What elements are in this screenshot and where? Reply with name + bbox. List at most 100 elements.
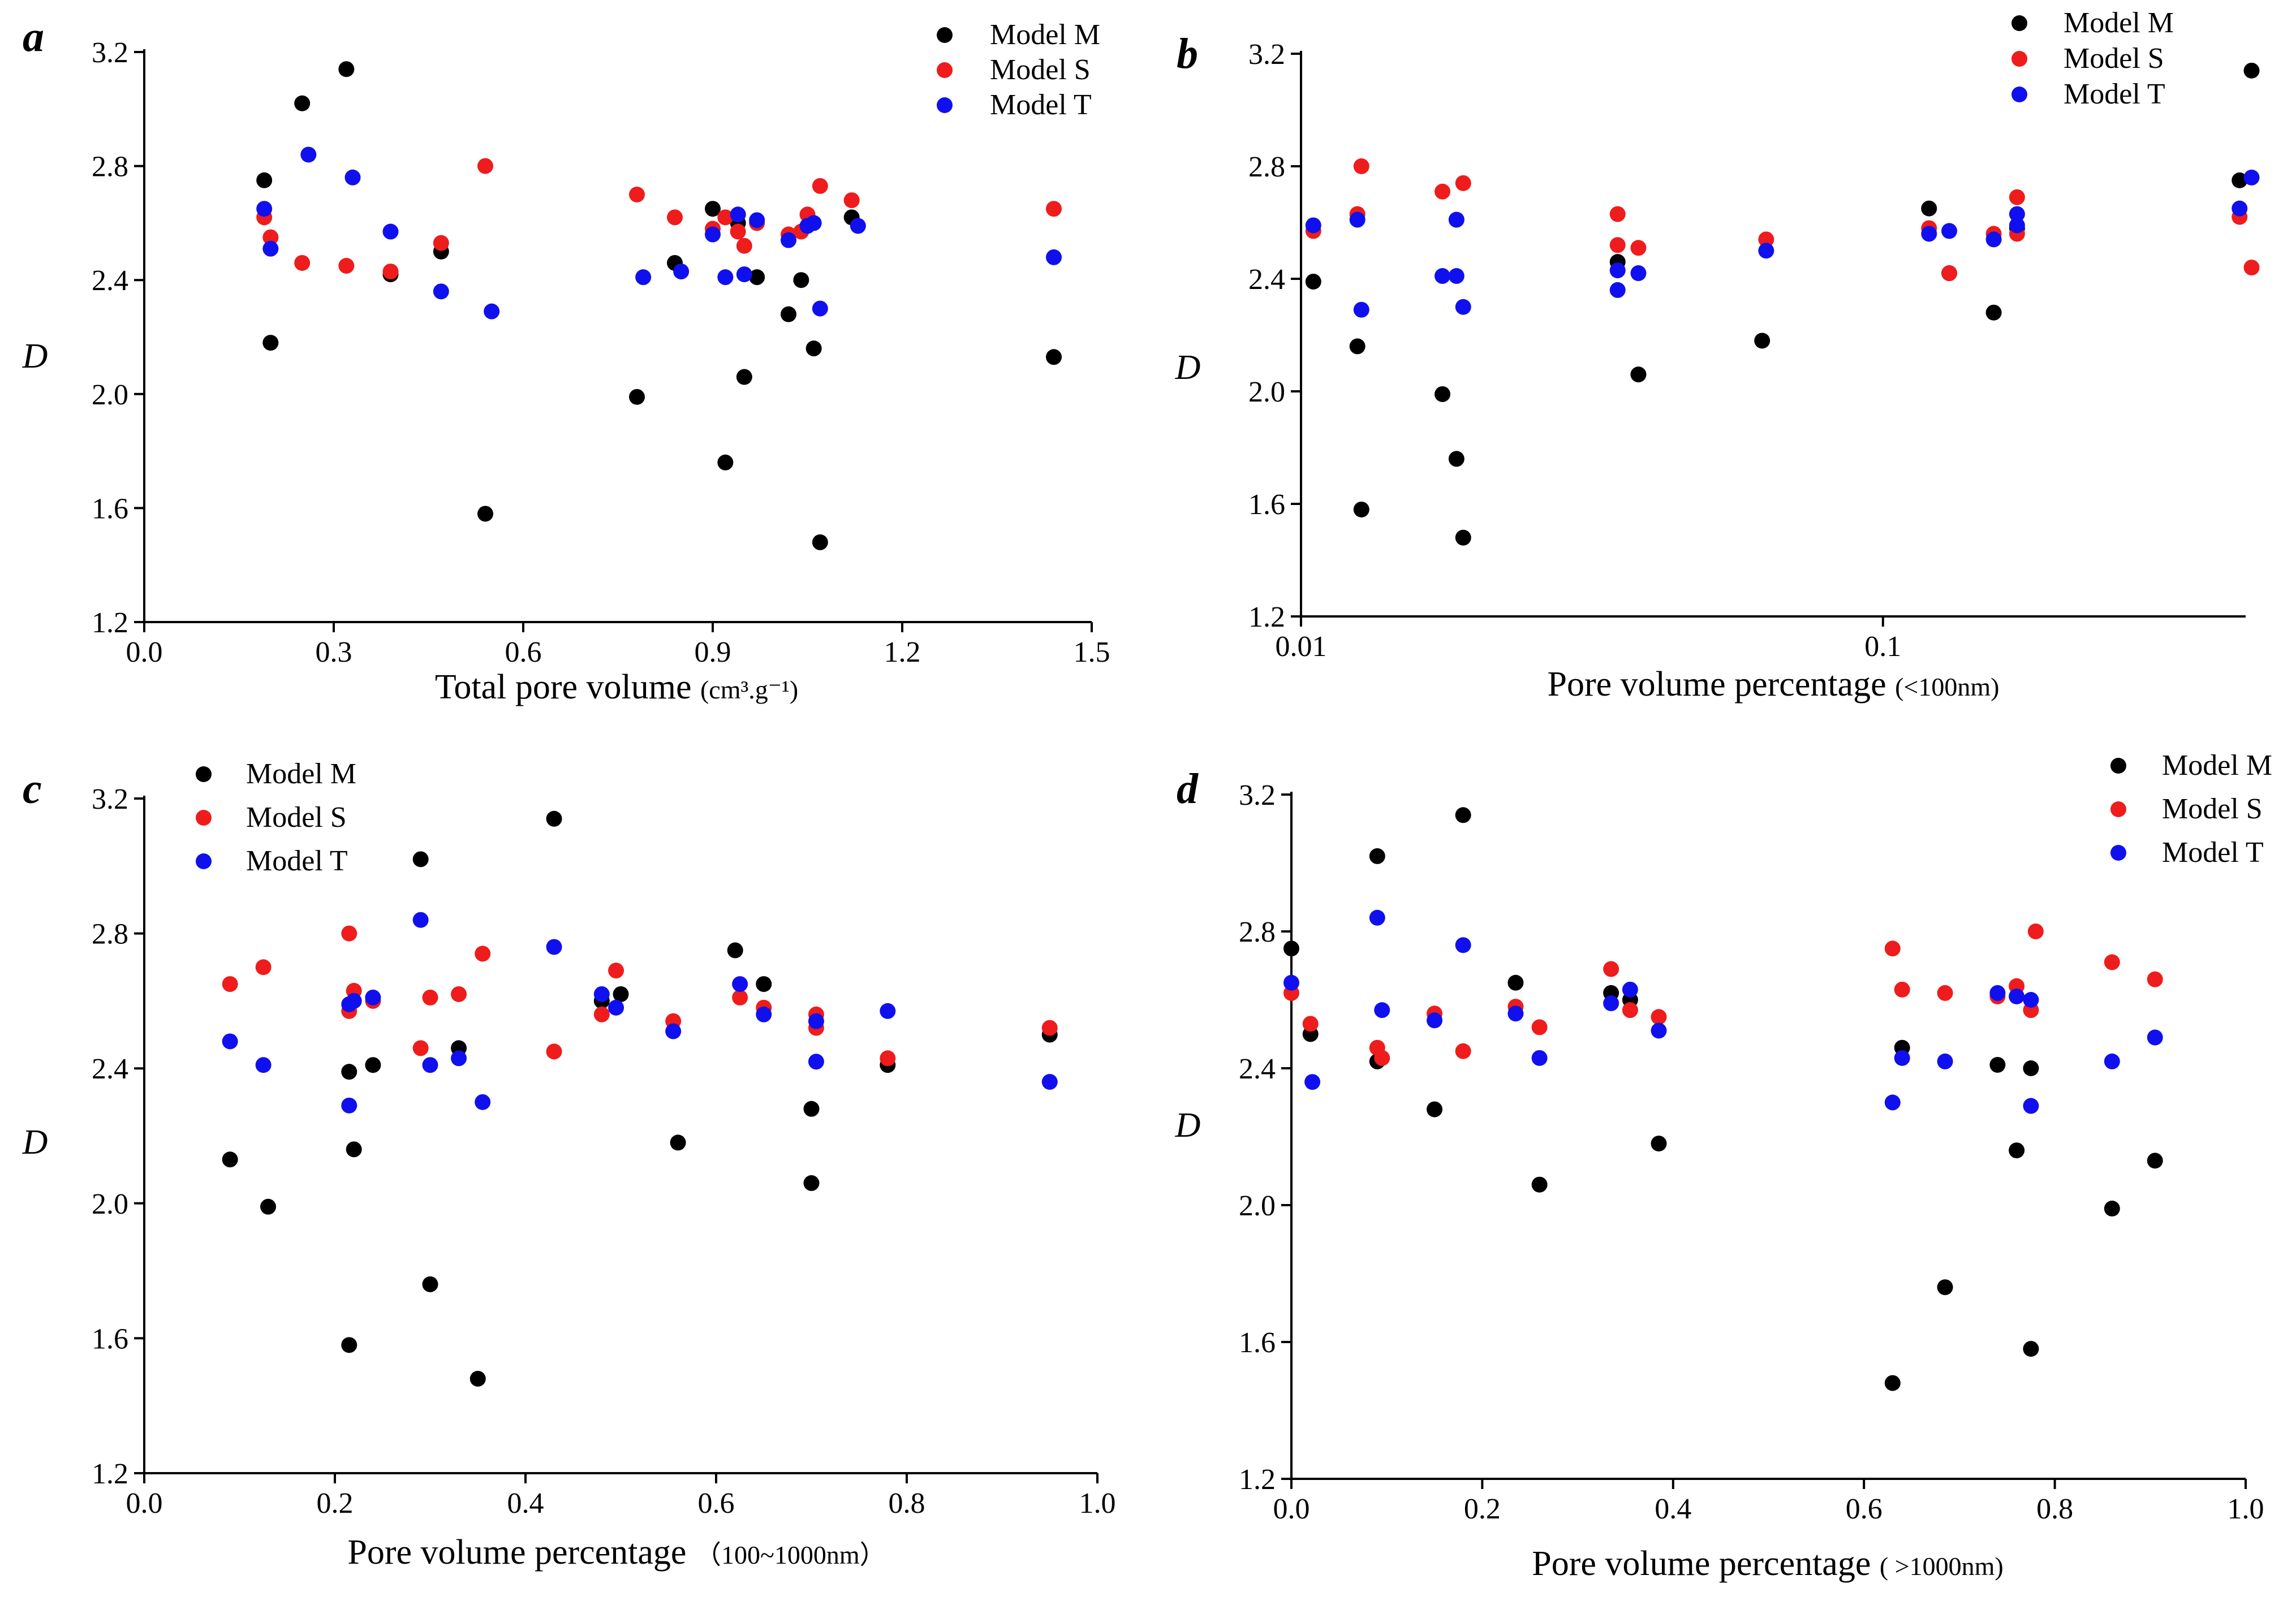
x-tick-label: 0.6 — [505, 636, 542, 668]
y-tick-label: 2.0 — [92, 1188, 128, 1220]
data-point-model-m — [294, 95, 311, 111]
data-point-model-t — [1758, 243, 1774, 259]
data-point-model-s — [1651, 1009, 1667, 1025]
data-point-model-t — [850, 218, 866, 234]
legend-marker — [2110, 801, 2126, 817]
legend-marker — [2011, 87, 2027, 102]
data-point-model-m — [1283, 940, 1299, 957]
data-point-model-m — [812, 534, 828, 550]
data-point-model-m — [1427, 1101, 1443, 1117]
data-point-model-m — [1651, 1136, 1667, 1152]
data-point-model-t — [1448, 268, 1464, 284]
legend-marker — [2011, 51, 2027, 67]
x-axis-title: Pore volume percentage （100~1000nm） — [347, 1533, 885, 1572]
data-point-model-t — [341, 1097, 357, 1114]
data-point-model-s — [341, 925, 357, 942]
data-point-model-t — [805, 215, 822, 231]
data-point-model-t — [1427, 1012, 1443, 1029]
legend-label: Model M — [2162, 749, 2272, 782]
data-point-model-t — [608, 999, 624, 1016]
data-point-model-t — [2147, 1029, 2163, 1046]
data-point-model-t — [1937, 1053, 1953, 1069]
legend-marker — [196, 853, 212, 869]
x-tick-label: 0.0 — [126, 636, 163, 668]
data-point-model-m — [803, 1175, 820, 1192]
y-tick-label: 1.6 — [92, 493, 128, 525]
data-point-model-t — [732, 976, 748, 992]
data-point-model-t — [673, 264, 690, 280]
data-point-model-m — [1305, 273, 1321, 290]
x-axis-unit: (cm³.g⁻¹) — [700, 675, 798, 704]
x-tick-label: 0.3 — [316, 636, 352, 668]
data-point-model-s — [422, 989, 438, 1006]
data-point-model-s — [1609, 237, 1626, 253]
y-tick-label: 2.4 — [92, 1053, 128, 1085]
data-point-model-t — [1349, 212, 1365, 228]
data-point-model-t — [412, 912, 429, 928]
data-point-model-t — [546, 939, 562, 955]
data-point-model-s — [812, 178, 828, 194]
legend-label: Model T — [2162, 836, 2264, 869]
data-point-model-m — [1531, 1176, 1548, 1193]
data-point-model-s — [730, 223, 746, 240]
x-tick-label: 0.8 — [2036, 1493, 2073, 1525]
data-point-model-s — [1531, 1019, 1548, 1035]
data-point-model-t — [717, 269, 734, 286]
data-point-model-m — [412, 851, 429, 868]
x-tick-label: 1.0 — [1079, 1487, 1116, 1520]
data-point-model-t — [1985, 231, 2002, 248]
data-point-model-t — [365, 989, 381, 1006]
legend-marker — [937, 62, 953, 78]
data-point-model-t — [812, 300, 828, 317]
data-point-model-s — [1435, 183, 1451, 200]
legend-label: Model T — [990, 89, 1092, 121]
data-point-model-s — [222, 976, 238, 992]
panel-c: 1.2 1.6 2.0 2.4 2.8 3.2 0.0 0.2 0.4 0.6 0.8 1.0 c D Po… — [22, 758, 1116, 1572]
panel-letter: a — [23, 13, 44, 61]
data-point-model-t — [1609, 262, 1626, 279]
data-point-model-m — [781, 306, 796, 322]
x-tick-label: 0.9 — [695, 636, 731, 668]
data-point-model-t — [1921, 226, 1937, 242]
x-tick-label: 0.4 — [507, 1487, 544, 1520]
data-point-model-t — [593, 986, 610, 1002]
data-point-model-s — [546, 1043, 562, 1060]
data-point-model-m — [705, 201, 721, 217]
data-point-model-t — [2232, 200, 2248, 217]
data-point-model-t — [1989, 985, 2006, 1001]
y-tick-label: 2.8 — [92, 918, 128, 951]
panel-d: 1.2 1.6 2.0 2.4 2.8 3.2 0.0 0.2 0.4 0.6 0.8 1.0 d D Po… — [1175, 749, 2272, 1583]
y-tick-label: 2.8 — [1239, 916, 1276, 948]
y-axis-title: D — [22, 337, 48, 376]
data-point-model-t — [2023, 992, 2039, 1008]
data-point-model-m — [2232, 172, 2248, 188]
data-point-model-s — [2027, 924, 2044, 939]
x-tick-label: 0.2 — [1464, 1493, 1501, 1525]
data-point-model-s — [2243, 260, 2260, 276]
data-point-model-t — [2104, 1053, 2120, 1069]
x-tick-label: 1.2 — [884, 636, 921, 668]
y-tick-label: 2.4 — [1248, 264, 1285, 296]
legend-marker — [196, 810, 212, 826]
data-point-model-s — [717, 209, 734, 226]
x-axis-title: Pore volume percentage ( >1000nm) — [1532, 1544, 2003, 1583]
data-point-model-m — [2009, 1142, 2025, 1159]
data-point-model-m — [2147, 1153, 2163, 1169]
data-point-model-s — [255, 959, 272, 976]
data-point-model-s — [593, 1006, 610, 1022]
data-point-model-t — [1041, 1074, 1058, 1090]
data-point-model-t — [1622, 981, 1638, 998]
data-point-model-t — [705, 226, 721, 243]
data-point-model-t — [344, 169, 361, 185]
data-point-model-t — [346, 992, 362, 1009]
y-tick-label: 2.4 — [92, 265, 128, 297]
x-axis-title-text: Pore volume percentage — [1532, 1544, 1880, 1583]
legend-label: Model M — [246, 758, 356, 790]
data-point-model-s — [1353, 158, 1369, 174]
x-axis-title: Pore volume percentage (<100nm) — [1548, 665, 2000, 704]
data-point-model-t — [422, 1057, 438, 1073]
data-point-model-t — [2009, 988, 2025, 1004]
x-axis-title-text: Total pore volume — [435, 668, 700, 706]
legend-marker — [937, 97, 953, 113]
data-point-model-t — [781, 232, 796, 248]
